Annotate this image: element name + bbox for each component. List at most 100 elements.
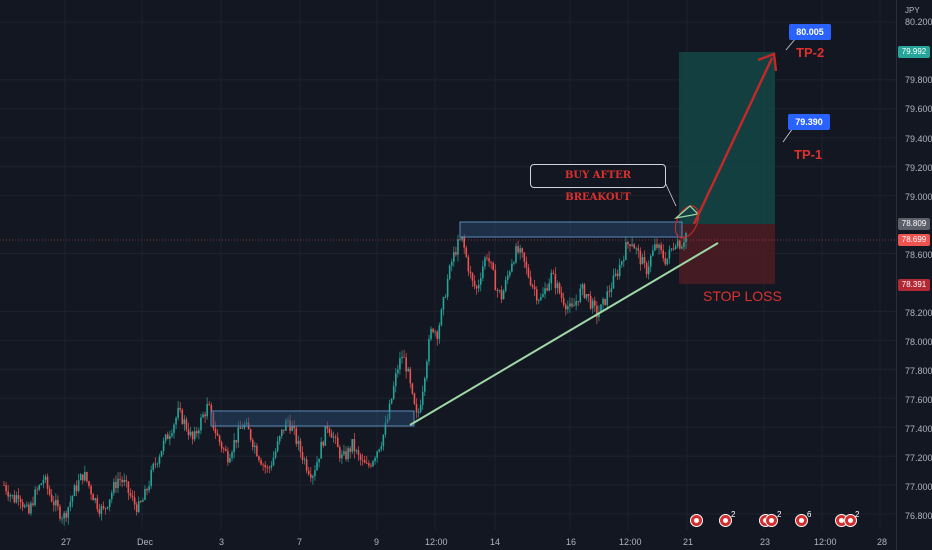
economic-event-icon[interactable]: [795, 514, 808, 527]
candle-body: [428, 339, 430, 362]
price-tick: 78.200: [905, 308, 932, 318]
economic-event-icon[interactable]: [844, 514, 857, 527]
candle-body: [237, 427, 240, 443]
candle-body: [104, 508, 107, 510]
stop-loss-label[interactable]: STOP LOSS: [703, 288, 782, 304]
candle-body: [556, 283, 559, 289]
ascending-trendline[interactable]: [409, 242, 719, 426]
candle-body: [86, 471, 88, 482]
candle-body: [656, 244, 658, 248]
candle-body: [637, 248, 640, 251]
candle-body: [94, 498, 97, 501]
candle-body: [106, 507, 109, 509]
candle-body: [392, 386, 395, 399]
candle-body: [169, 436, 171, 440]
candle-body: [351, 439, 354, 452]
candle-body: [560, 292, 563, 299]
candle-body: [314, 470, 316, 477]
tp2-price-callout[interactable]: 80.005: [789, 24, 831, 40]
candle-body: [3, 485, 5, 486]
candle-body: [471, 273, 474, 281]
resistance-range-box[interactable]: [459, 221, 683, 238]
candle-body: [448, 265, 451, 279]
candle-body: [550, 272, 553, 284]
currency-label: JPY: [905, 6, 920, 15]
candle-body: [446, 278, 449, 297]
candle-body: [332, 436, 335, 438]
candle-body: [596, 305, 598, 317]
candle-body: [67, 507, 70, 518]
candle-body: [343, 451, 345, 455]
candle-body: [258, 456, 260, 461]
tp1-label[interactable]: TP-1: [794, 147, 823, 162]
candle-body: [496, 290, 499, 291]
candle-body: [488, 258, 490, 262]
candle-body: [299, 440, 302, 452]
tp2-label[interactable]: TP-2: [796, 45, 825, 60]
candle-body: [399, 358, 401, 370]
candle-body: [11, 495, 14, 496]
support-range-box[interactable]: [210, 410, 415, 427]
candle-body: [484, 257, 486, 267]
candle-body: [500, 290, 503, 300]
candle-body: [214, 428, 217, 434]
price-tick: 77.000: [905, 482, 932, 492]
candle-body: [295, 428, 298, 444]
target-arrow-line[interactable]: [692, 57, 774, 225]
candle-body: [193, 431, 196, 440]
event-count: 2: [855, 510, 860, 519]
candle-body: [46, 476, 49, 489]
candle-body: [411, 383, 414, 394]
candle-body: [274, 451, 277, 458]
candle-body: [231, 452, 233, 459]
candle-body: [589, 295, 592, 309]
candles: [3, 231, 687, 526]
candle-body: [328, 428, 331, 434]
candle-body: [649, 255, 652, 267]
candle-body: [479, 278, 482, 285]
price-tick: 77.400: [905, 424, 932, 434]
candle-body: [674, 246, 677, 249]
candle-body: [256, 445, 258, 457]
candle-body: [283, 429, 285, 431]
candle-body: [84, 471, 86, 481]
candle-body: [494, 269, 497, 291]
price-tag-stop: 78.391: [898, 279, 930, 291]
candle-body: [79, 474, 82, 481]
candle-body: [177, 407, 179, 418]
buy-after-breakout-callout[interactable]: BUY AFTER BREAKOUT: [530, 164, 666, 203]
candle-body: [229, 458, 231, 463]
candle-body: [96, 498, 99, 510]
price-axis[interactable]: 80.200 79.800 79.600 79.400 79.200 79.00…: [896, 0, 932, 550]
price-chart[interactable]: [0, 0, 896, 550]
candle-body: [529, 276, 532, 285]
candle-body: [467, 256, 470, 272]
candle-body: [75, 485, 78, 491]
candle-body: [312, 476, 314, 478]
economic-event-icon[interactable]: [690, 514, 703, 527]
tp1-price-callout[interactable]: 79.390: [788, 114, 830, 130]
candle-body: [370, 465, 372, 467]
candle-body: [7, 491, 9, 497]
candle-body: [666, 258, 669, 265]
candle-body: [113, 481, 115, 493]
candle-body: [44, 476, 47, 480]
time-tick: 27: [61, 537, 72, 547]
candle-body: [32, 503, 34, 506]
price-tick: 77.800: [905, 366, 932, 376]
economic-event-icon[interactable]: [765, 514, 778, 527]
tp1-leader: [782, 127, 794, 143]
price-tag-tp: 79.992: [898, 46, 930, 58]
candle-body: [166, 434, 169, 440]
candle-body: [179, 407, 182, 410]
candle-body: [461, 236, 463, 240]
candle-body: [618, 264, 621, 277]
price-tick: 79.200: [905, 163, 932, 173]
candle-body: [612, 275, 615, 289]
candle-body: [440, 309, 443, 326]
economic-event-icon[interactable]: [719, 514, 732, 527]
candle-body: [59, 506, 61, 519]
candle-body: [36, 489, 38, 491]
candle-body: [498, 290, 501, 291]
candle-body: [386, 419, 389, 423]
